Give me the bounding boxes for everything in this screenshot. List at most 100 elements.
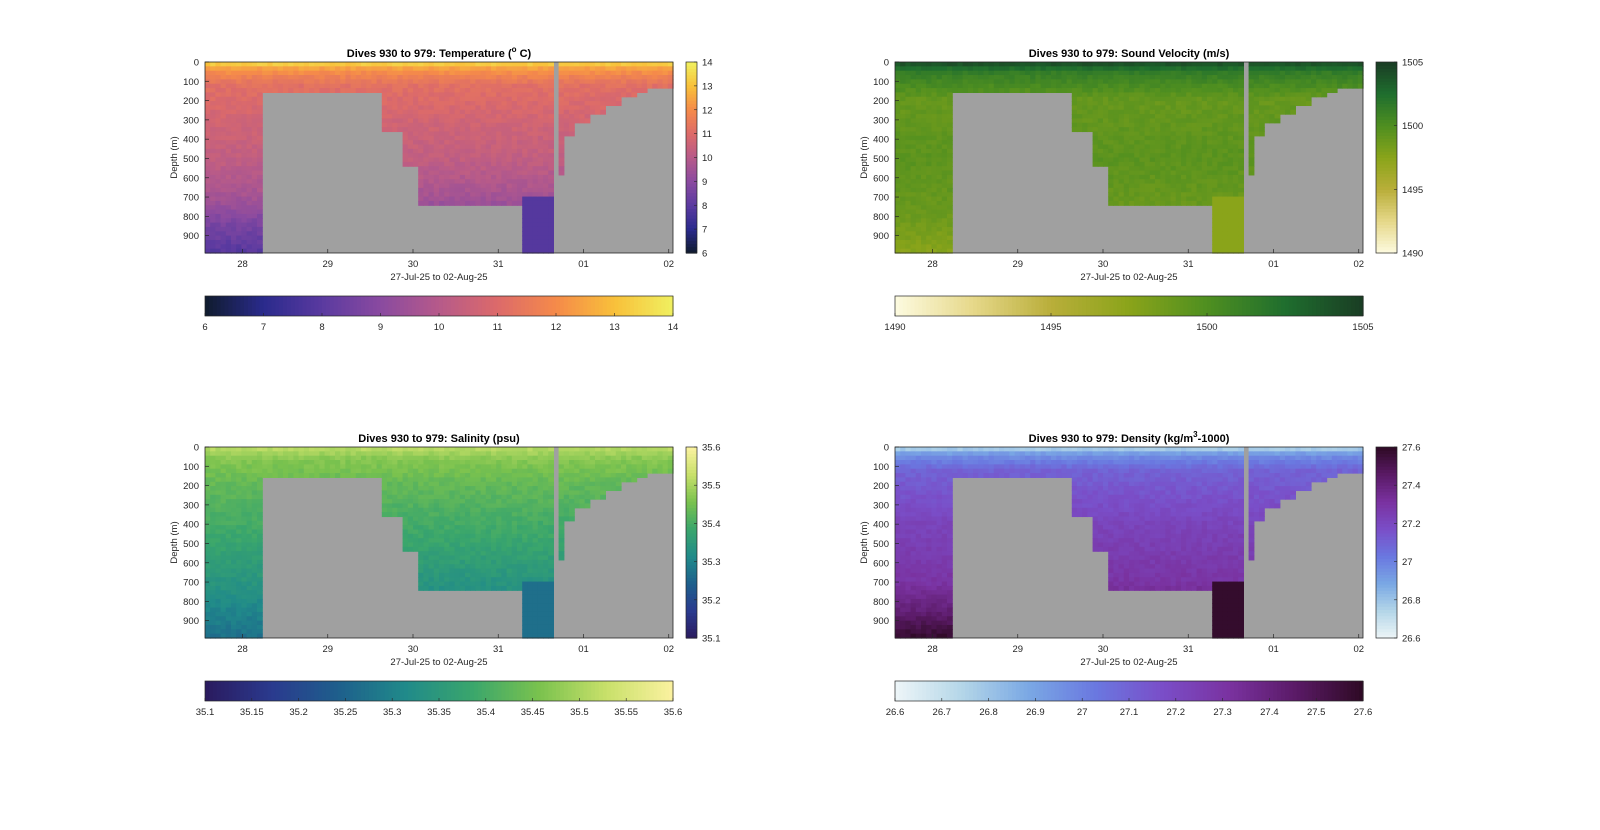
- heatmap-cell: [1222, 140, 1229, 146]
- heatmap-cell: [1134, 135, 1140, 141]
- heatmap-cell: [1118, 118, 1125, 124]
- heatmap-cell: [947, 140, 953, 146]
- colorbar-swatch: [1376, 189, 1397, 194]
- heatmap-cell: [1129, 131, 1135, 137]
- heatmap-cell: [1134, 187, 1140, 193]
- title-end: C): [517, 48, 532, 60]
- heatmap-cell: [506, 127, 513, 133]
- heatmap-cell: [595, 88, 601, 93]
- heatmap-cell: [407, 66, 414, 72]
- heatmap-cell: [1155, 148, 1161, 154]
- heatmap-cell: [231, 88, 237, 93]
- heatmap-cell: [485, 170, 492, 176]
- heatmap-cell: [900, 66, 906, 72]
- heatmap-cell: [491, 118, 497, 124]
- heatmap-cell: [641, 79, 648, 85]
- heatmap-cell: [1269, 114, 1276, 120]
- heatmap-cell: [506, 114, 513, 120]
- heatmap-cell: [246, 629, 253, 635]
- heatmap-cell: [941, 239, 948, 245]
- heatmap-cell: [272, 62, 279, 67]
- colorbar-swatch: [532, 296, 538, 316]
- heatmap-cell: [241, 226, 248, 232]
- heatmap-cell: [522, 161, 528, 167]
- heatmap-cell: [402, 148, 409, 154]
- heatmap-cell: [1207, 187, 1213, 193]
- heatmap-cell: [941, 135, 948, 141]
- heatmap-cell: [589, 79, 596, 85]
- heatmap-cell: [1212, 187, 1218, 193]
- heatmap-cell: [1233, 213, 1239, 219]
- heatmap-cell: [246, 577, 253, 583]
- heatmap-cell: [225, 226, 232, 232]
- heatmap-cell: [454, 101, 461, 107]
- heatmap-cell: [220, 239, 227, 245]
- heatmap-cell: [1170, 187, 1177, 193]
- heatmap-cell: [936, 140, 943, 146]
- heatmap-cell: [993, 75, 1000, 80]
- heatmap-cell: [1129, 200, 1135, 206]
- heatmap-cell: [1170, 101, 1177, 107]
- heatmap-cell: [231, 481, 237, 487]
- heatmap-cell: [241, 231, 248, 237]
- heatmap-cell: [1207, 114, 1213, 120]
- heatmap-cell: [246, 144, 253, 150]
- heatmap-cell: [1222, 66, 1229, 72]
- heatmap-cell: [941, 200, 948, 206]
- heatmap-cell: [329, 70, 336, 76]
- heatmap-cell: [459, 131, 466, 137]
- heatmap-cell: [392, 92, 398, 98]
- heatmap-cell: [910, 226, 917, 232]
- heatmap-cell: [210, 468, 216, 474]
- heatmap-cell: [563, 127, 570, 133]
- heatmap-cell: [465, 200, 471, 206]
- heatmap-cell: [1103, 122, 1109, 128]
- heatmap-cell: [1118, 131, 1125, 137]
- heatmap-cell: [205, 499, 211, 505]
- heatmap-cell: [527, 209, 534, 215]
- heatmap-cell: [584, 79, 591, 85]
- heatmap-cell: [225, 520, 232, 526]
- heatmap-cell: [522, 105, 528, 111]
- colorbar-tick-label: 10: [434, 322, 445, 333]
- colorbar-swatch: [1105, 296, 1111, 316]
- heatmap-cell: [210, 101, 216, 107]
- heatmap-cell: [1212, 166, 1218, 172]
- heatmap-cell: [1139, 153, 1146, 159]
- heatmap-cell: [983, 83, 990, 89]
- colorbar-swatch: [686, 167, 697, 171]
- heatmap-cell: [246, 611, 253, 617]
- heatmap-cell: [1207, 200, 1213, 206]
- heatmap-cell: [1071, 88, 1078, 93]
- heatmap-cell: [941, 235, 948, 241]
- heatmap-cell: [428, 157, 435, 163]
- heatmap-cell: [277, 473, 284, 478]
- heatmap-cell: [506, 140, 513, 146]
- colorbar-swatch: [1376, 217, 1397, 222]
- heatmap-cell: [1160, 114, 1166, 120]
- colorbar-swatch: [1335, 296, 1341, 316]
- heatmap-cell: [931, 231, 938, 237]
- heatmap-cell: [905, 88, 912, 93]
- heatmap-cell: [220, 520, 227, 526]
- heatmap-cell: [1155, 196, 1161, 202]
- heatmap-cell: [501, 174, 508, 180]
- heatmap-cell: [910, 157, 917, 163]
- colorbar-swatch: [686, 198, 697, 203]
- heatmap-cell: [1191, 62, 1198, 67]
- heatmap-cell: [215, 209, 222, 215]
- heatmap-cell: [480, 161, 487, 167]
- colorbar-tick-label: 1505: [1402, 58, 1423, 69]
- heatmap-cell: [257, 244, 263, 250]
- heatmap-cell: [215, 213, 222, 219]
- heatmap-cell: [257, 529, 263, 535]
- heatmap-cell: [558, 131, 565, 137]
- heatmap-cell: [517, 75, 523, 80]
- colorbar-swatch: [686, 103, 697, 108]
- heatmap-cell: [1051, 79, 1057, 85]
- heatmap-cell: [1207, 131, 1213, 137]
- heatmap-cell: [345, 473, 352, 478]
- heatmap-cell: [251, 490, 258, 496]
- heatmap-cell: [225, 598, 232, 604]
- colorbar-swatch: [1376, 179, 1397, 184]
